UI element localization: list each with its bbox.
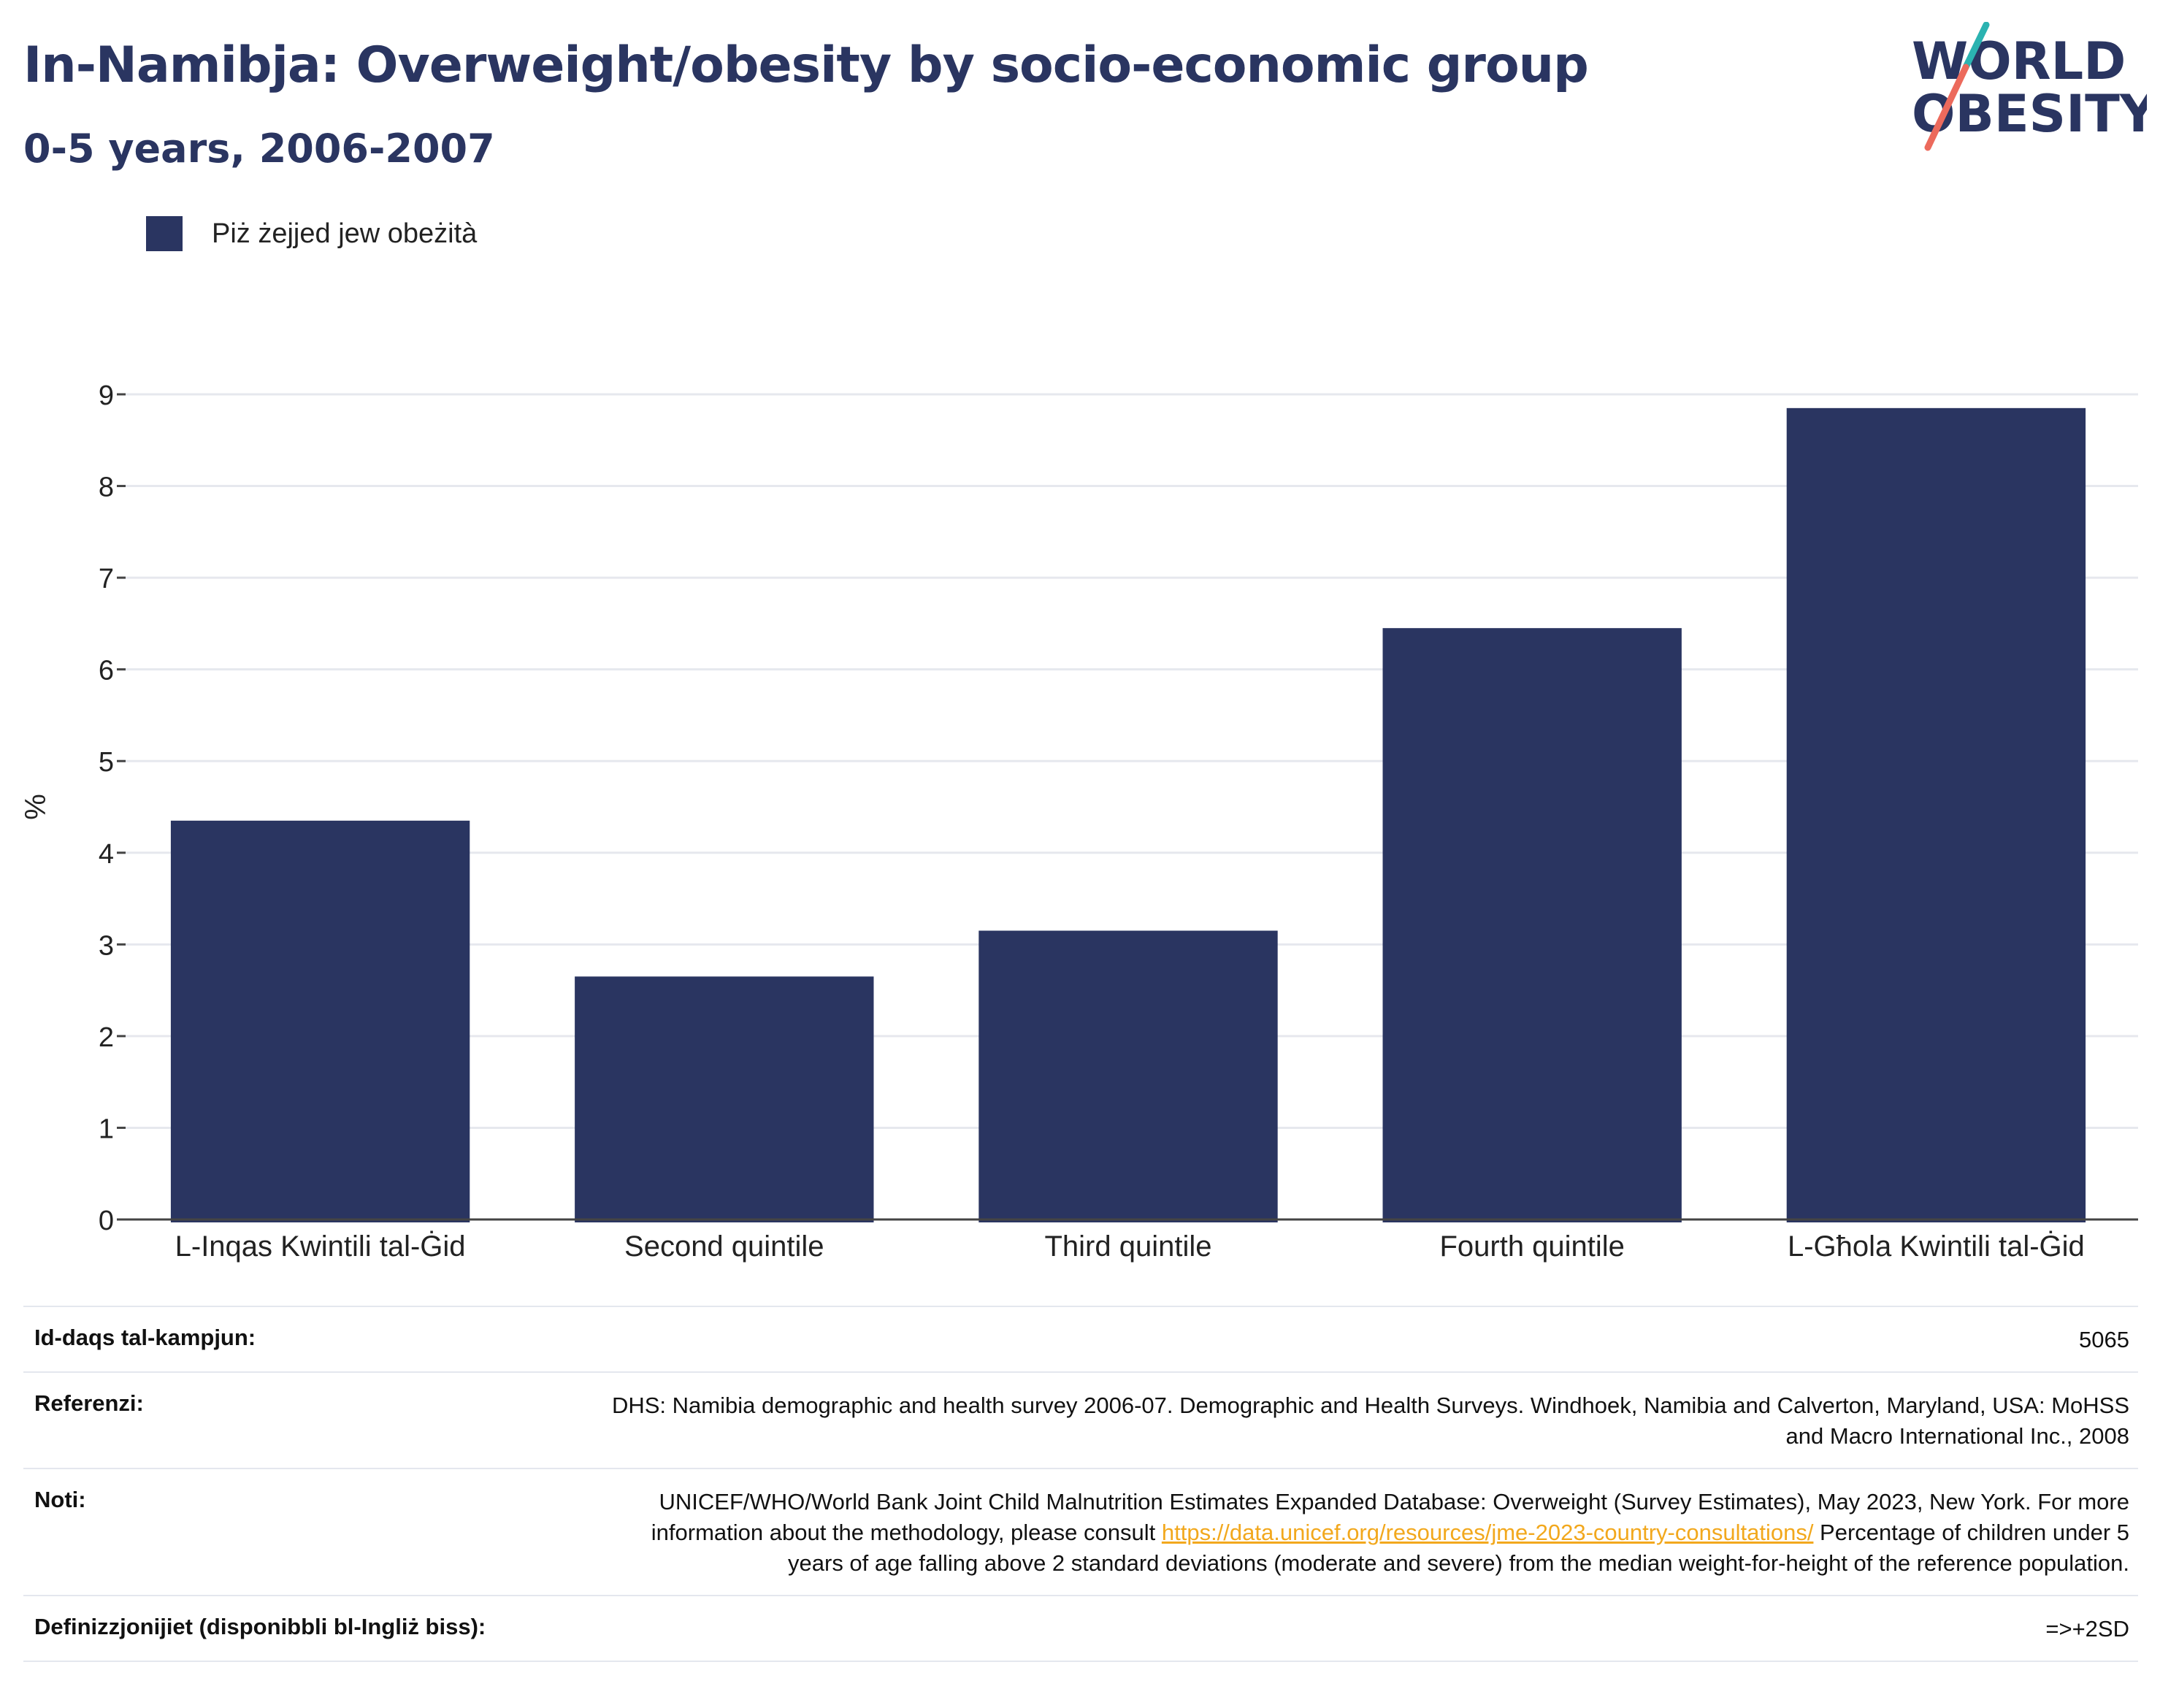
notes-text: UNICEF/WHO/World Bank Joint Child Malnut… <box>651 1489 2129 1545</box>
logo-slash-teal <box>1962 22 1990 71</box>
x-tick-label: Second quintile <box>624 1230 824 1263</box>
bar <box>978 930 1278 1222</box>
logo-slash-coral <box>1924 64 1969 151</box>
x-axis-ticks: L-Inqas Kwintili tal-Ġid Second quintile T… <box>175 1230 2085 1263</box>
bar-chart: 0 1 2 3 4 5 6 7 8 9 % L-Inqas Kwintili tal-Ġid Sec… <box>20 380 2138 1263</box>
notes-label: Noti: <box>34 1487 86 1512</box>
y-tick-label: 8 <box>99 472 114 503</box>
legend-swatch <box>146 216 183 251</box>
world-obesity-logo: WORLD OBESITY <box>1912 22 2147 151</box>
notes-row: Noti: UNICEF/WHO/World Bank Joint Child … <box>23 1468 2138 1595</box>
notes-value: UNICEF/WHO/World Bank Joint Child Malnut… <box>610 1487 2129 1579</box>
chart-legend: Piż żejjed jew obeżità <box>146 216 477 251</box>
definitions-row: Definizzjonijiet (disponibbli bl-Ingliż … <box>23 1595 2138 1662</box>
logo-line-1: WORLD <box>1912 31 2126 91</box>
y-tick-label: 6 <box>99 656 114 686</box>
references-value: DHS: Namibia demographic and health surv… <box>611 1393 2129 1449</box>
y-axis-ticks: 0 1 2 3 4 5 6 7 8 9 <box>99 380 126 1236</box>
x-tick-label: L-Għola Kwintili tal-Ġid <box>1788 1230 2085 1263</box>
y-tick-label: 5 <box>99 747 114 778</box>
bars <box>170 407 2086 1223</box>
metadata-table: Id-daqs tal-kampjun: 5065 Referenzi: DHS… <box>23 1306 2138 1662</box>
chart-subtitle: 0-5 years, 2006-2007 <box>23 126 495 172</box>
definitions-label: Definizzjonijiet (disponibbli bl-Ingliż … <box>34 1614 486 1639</box>
methodology-link[interactable]: https://data.unicef.org/resources/jme-20… <box>1161 1520 1814 1545</box>
sample-size-label: Id-daqs tal-kampjun: <box>34 1325 256 1350</box>
y-tick-label: 7 <box>99 564 114 594</box>
bar <box>575 976 874 1222</box>
y-axis-label: % <box>20 794 52 820</box>
legend-label: Piż żejjed jew obeżità <box>212 218 478 249</box>
bar <box>1382 628 1682 1222</box>
y-tick-label: 3 <box>99 930 114 961</box>
references-label: Referenzi: <box>34 1390 144 1416</box>
references-row: Referenzi: DHS: Namibia demographic and … <box>23 1371 2138 1468</box>
y-tick-label: 2 <box>99 1022 114 1053</box>
x-tick-label: Fourth quintile <box>1439 1230 1624 1263</box>
y-tick-label: 9 <box>99 380 114 411</box>
y-tick-label: 4 <box>99 839 114 870</box>
notes-text-2: Percentage of children under 5 years of … <box>788 1520 2129 1576</box>
bar <box>1786 407 2086 1223</box>
sample-size-row: Id-daqs tal-kampjun: 5065 <box>23 1306 2138 1371</box>
y-tick-label: 0 <box>99 1206 114 1236</box>
definitions-value: =>+2SD <box>2045 1616 2129 1642</box>
sample-size-value: 5065 <box>2079 1327 2129 1352</box>
x-tick-label: Third quintile <box>1044 1230 1211 1263</box>
x-tick-label: L-Inqas Kwintili tal-Ġid <box>175 1230 466 1263</box>
chart-title: In-Namibja: Overweight/obesity by socio-… <box>23 37 1589 94</box>
y-tick-label: 1 <box>99 1114 114 1144</box>
bar <box>170 820 470 1222</box>
